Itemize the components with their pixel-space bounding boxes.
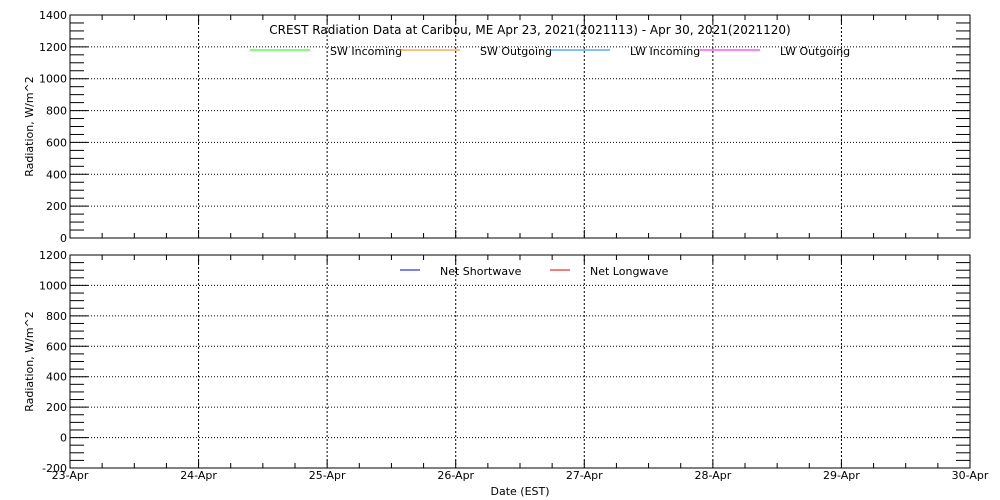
- x-tick-label: 27-Apr: [566, 469, 603, 482]
- y-tick-label: 200: [46, 200, 67, 213]
- legend-label: LW Outgoing: [780, 45, 850, 58]
- y-tick-label: 0: [60, 432, 67, 445]
- x-tick-label: 25-Apr: [309, 469, 346, 482]
- y-tick-label: 1200: [39, 249, 67, 262]
- x-tick-label: 28-Apr: [694, 469, 731, 482]
- y-tick-label: 1400: [39, 9, 67, 22]
- plot-frame: [69, 14, 971, 239]
- x-axis-label: Date (EST): [490, 485, 549, 498]
- legend-label: Net Shortwave: [440, 265, 522, 278]
- y-tick-label: 600: [46, 340, 67, 353]
- y-tick-label: 400: [46, 168, 67, 181]
- y-tick-label: 1200: [39, 41, 67, 54]
- legend-label: SW Incoming: [330, 45, 402, 58]
- y-tick-label: 0: [60, 232, 67, 245]
- y-tick-label: 600: [46, 136, 67, 149]
- y-axis-label: Radiation, W/m^2: [23, 311, 36, 412]
- plot-frame: [69, 254, 971, 469]
- chart-title: CREST Radiation Data at Caribou, ME Apr …: [269, 23, 790, 37]
- y-tick-label: -200: [42, 462, 67, 475]
- y-tick-label: 200: [46, 401, 67, 414]
- y-tick-label: 800: [46, 105, 67, 118]
- y-axis-label: Radiation, W/m^2: [23, 76, 36, 177]
- x-tick-label: 24-Apr: [180, 469, 217, 482]
- x-tick-label: 23-Apr: [52, 469, 89, 482]
- legend-label: LW Incoming: [630, 45, 700, 58]
- legend-label: SW Outgoing: [480, 45, 552, 58]
- x-tick-label: 26-Apr: [437, 469, 474, 482]
- y-tick-label: 1000: [39, 73, 67, 86]
- x-tick-label: 30-Apr: [952, 469, 989, 482]
- y-tick-label: 800: [46, 310, 67, 323]
- x-tick-label: 29-Apr: [823, 469, 860, 482]
- y-tick-label: 400: [46, 371, 67, 384]
- legend-label: Net Longwave: [590, 265, 669, 278]
- y-tick-label: 1000: [39, 279, 67, 292]
